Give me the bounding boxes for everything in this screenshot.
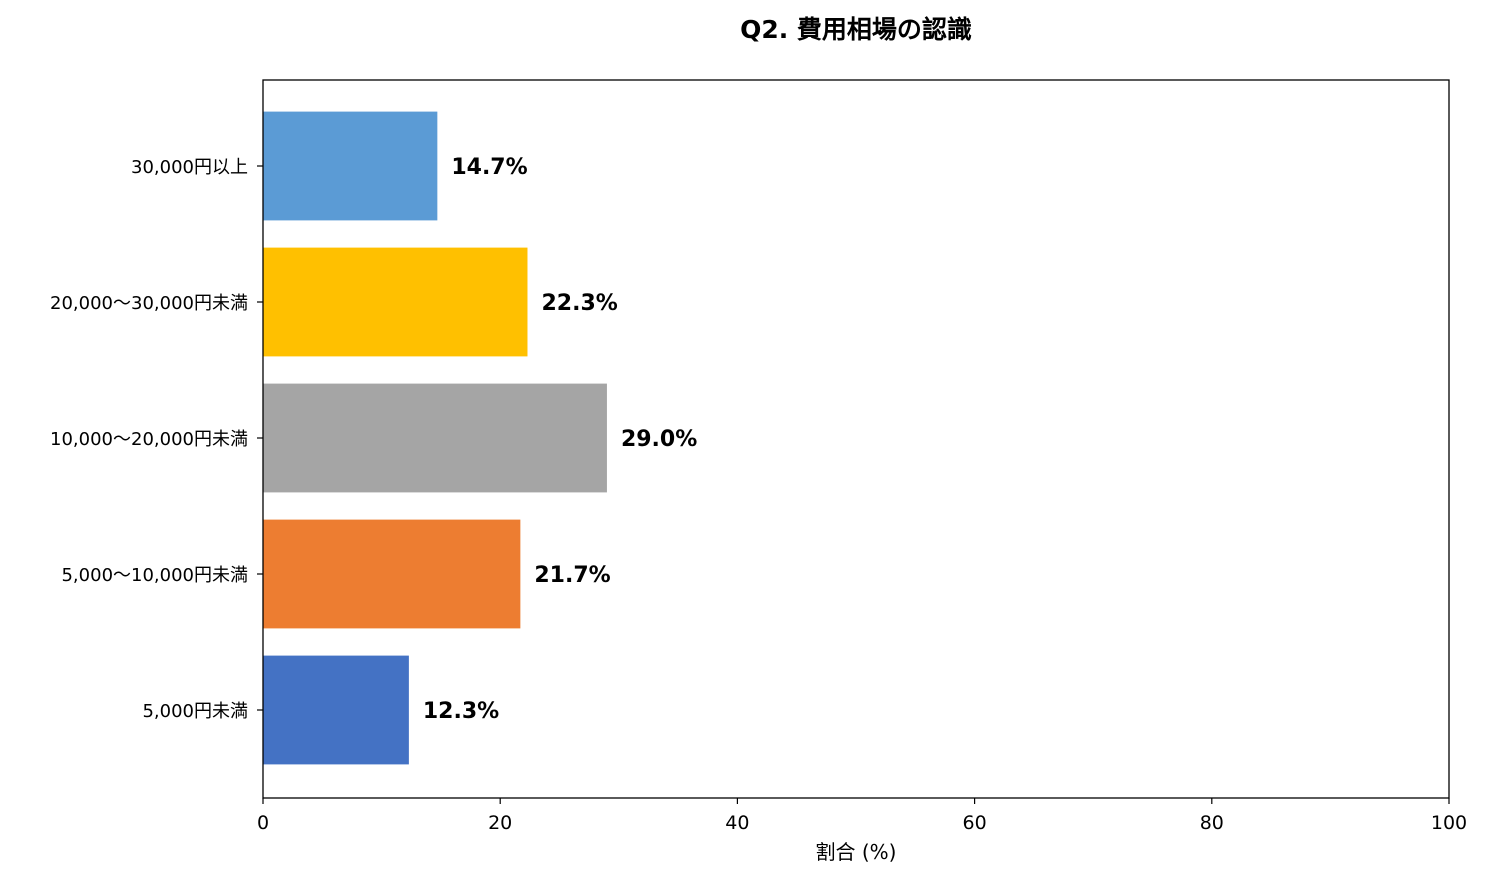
y-tick-label: 5,000〜10,000円未満 <box>61 565 248 586</box>
data-label: 12.3% <box>423 699 499 724</box>
data-label: 22.3% <box>541 291 617 316</box>
data-label: 29.0% <box>621 427 697 452</box>
bar <box>263 519 521 629</box>
y-tick-label: 20,000〜30,000円未満 <box>50 293 248 314</box>
y-tick-label: 10,000〜20,000円未満 <box>50 429 248 450</box>
bar <box>263 655 409 765</box>
data-label: 21.7% <box>534 563 610 588</box>
y-tick-label: 30,000円以上 <box>131 157 248 178</box>
x-tick-label: 80 <box>1200 812 1224 834</box>
data-label: 14.7% <box>451 155 527 180</box>
bar <box>263 383 607 493</box>
x-tick-label: 20 <box>488 812 512 834</box>
x-axis-label: 割合 (%) <box>816 840 897 864</box>
chart-title: Q2. 費用相場の認識 <box>740 15 972 44</box>
x-tick-label: 40 <box>725 812 749 834</box>
x-tick-label: 100 <box>1431 812 1467 834</box>
bar <box>263 247 528 357</box>
plot-frame <box>262 79 1450 799</box>
y-tick-label: 5,000円未満 <box>142 701 248 722</box>
x-tick-label: 0 <box>257 812 269 834</box>
bar <box>263 111 438 221</box>
x-tick-label: 60 <box>963 812 987 834</box>
